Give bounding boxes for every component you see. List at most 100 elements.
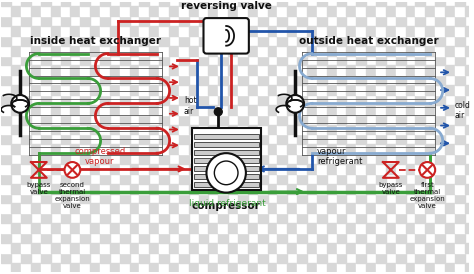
- Bar: [100, 243, 110, 253]
- Bar: [277, 65, 287, 75]
- Bar: [71, 184, 80, 193]
- Bar: [356, 115, 366, 125]
- Bar: [307, 243, 317, 253]
- Bar: [376, 203, 386, 213]
- Bar: [238, 65, 248, 75]
- Bar: [337, 135, 346, 144]
- Bar: [445, 233, 455, 243]
- FancyBboxPatch shape: [203, 18, 249, 54]
- Bar: [366, 135, 376, 144]
- Bar: [1, 115, 11, 125]
- Bar: [327, 262, 337, 272]
- Bar: [258, 144, 268, 154]
- Bar: [465, 26, 474, 36]
- Bar: [100, 203, 110, 213]
- Bar: [287, 36, 297, 46]
- Bar: [169, 46, 179, 56]
- Bar: [445, 213, 455, 223]
- Bar: [297, 262, 307, 272]
- Bar: [194, 142, 259, 147]
- Bar: [277, 135, 287, 144]
- Bar: [455, 95, 465, 105]
- Bar: [258, 135, 268, 144]
- Bar: [110, 56, 120, 65]
- Bar: [120, 243, 129, 253]
- Bar: [445, 75, 455, 85]
- Bar: [258, 6, 268, 16]
- Bar: [90, 125, 100, 135]
- Bar: [71, 36, 80, 46]
- Bar: [268, 193, 277, 203]
- Bar: [238, 46, 248, 56]
- Bar: [307, 56, 317, 65]
- Bar: [21, 75, 31, 85]
- Bar: [327, 115, 337, 125]
- Bar: [1, 0, 11, 6]
- Bar: [268, 85, 277, 95]
- Bar: [90, 75, 100, 85]
- Bar: [425, 56, 435, 65]
- Bar: [159, 85, 169, 95]
- Bar: [287, 75, 297, 85]
- Bar: [277, 56, 287, 65]
- Bar: [228, 85, 238, 95]
- Bar: [445, 36, 455, 46]
- Bar: [41, 262, 51, 272]
- Bar: [435, 0, 445, 6]
- Bar: [356, 243, 366, 253]
- Bar: [51, 223, 61, 233]
- Bar: [71, 164, 80, 174]
- Bar: [90, 135, 100, 144]
- Bar: [51, 26, 61, 36]
- Bar: [416, 135, 425, 144]
- Bar: [61, 85, 71, 95]
- Bar: [51, 203, 61, 213]
- Bar: [71, 223, 80, 233]
- Bar: [61, 243, 71, 253]
- Bar: [41, 243, 51, 253]
- Bar: [376, 144, 386, 154]
- Bar: [406, 0, 416, 6]
- Bar: [445, 184, 455, 193]
- Bar: [189, 105, 199, 115]
- Bar: [465, 75, 474, 85]
- Bar: [90, 262, 100, 272]
- Bar: [228, 203, 238, 213]
- Bar: [149, 26, 159, 36]
- Bar: [396, 95, 406, 105]
- Bar: [425, 144, 435, 154]
- Bar: [425, 203, 435, 213]
- Bar: [199, 46, 209, 56]
- Bar: [199, 115, 209, 125]
- Bar: [307, 26, 317, 36]
- Bar: [71, 85, 80, 95]
- Bar: [445, 125, 455, 135]
- Bar: [219, 46, 228, 56]
- Bar: [416, 26, 425, 36]
- Bar: [209, 125, 219, 135]
- Bar: [31, 0, 41, 6]
- Bar: [238, 253, 248, 262]
- Bar: [169, 164, 179, 174]
- Bar: [209, 174, 219, 184]
- Bar: [406, 262, 416, 272]
- Bar: [327, 65, 337, 75]
- Bar: [327, 193, 337, 203]
- Bar: [139, 174, 149, 184]
- Bar: [327, 154, 337, 164]
- Bar: [307, 164, 317, 174]
- Bar: [228, 26, 238, 36]
- Bar: [425, 233, 435, 243]
- Bar: [238, 115, 248, 125]
- Bar: [219, 174, 228, 184]
- Bar: [356, 144, 366, 154]
- Bar: [455, 135, 465, 144]
- Bar: [406, 105, 416, 115]
- Bar: [61, 125, 71, 135]
- Bar: [189, 262, 199, 272]
- Bar: [337, 262, 346, 272]
- Bar: [287, 6, 297, 16]
- Bar: [376, 125, 386, 135]
- Bar: [1, 203, 11, 213]
- Bar: [149, 184, 159, 193]
